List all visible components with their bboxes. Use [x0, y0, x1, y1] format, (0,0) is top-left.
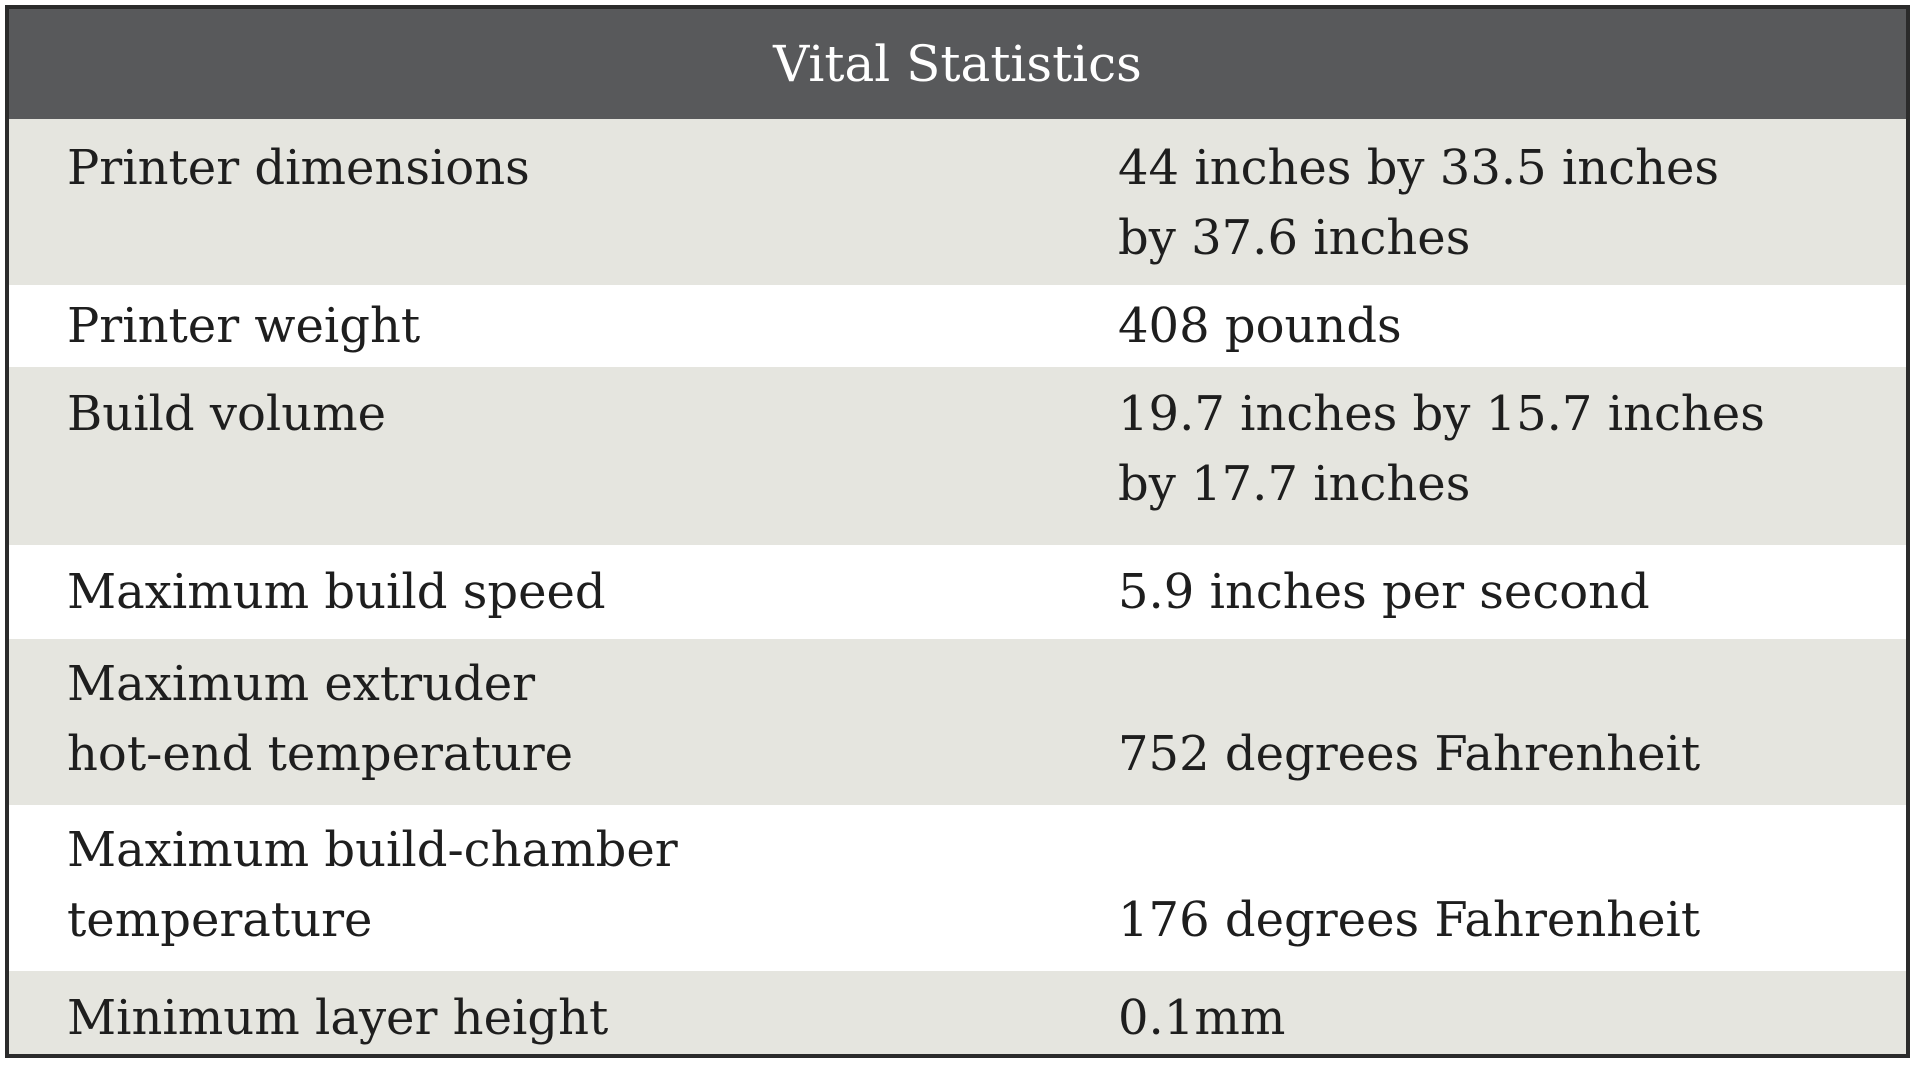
row-label: Maximum build speed: [9, 545, 1118, 639]
row-value: 0.1mm: [1118, 971, 1906, 1054]
row-value: 408 pounds: [1118, 285, 1906, 367]
table-row: Maximum extruder hot-end temperature 752…: [9, 639, 1906, 805]
row-label-line: Maximum extruder: [67, 656, 536, 712]
row-label: Printer dimensions: [9, 119, 1118, 285]
row-label-line: Printer dimensions: [67, 140, 530, 196]
row-value-line: 5.9 inches per second: [1118, 564, 1650, 620]
row-label: Build volume: [9, 367, 1118, 545]
row-label-line: Build volume: [67, 386, 387, 442]
row-value-line: by 17.7 inches: [1118, 456, 1471, 512]
table-row: Build volume 19.7 inches by 15.7 inches …: [9, 367, 1906, 545]
row-value-line: 44 inches by 33.5 inches: [1118, 140, 1720, 196]
row-value: 19.7 inches by 15.7 inches by 17.7 inche…: [1118, 367, 1906, 545]
row-label: Printer weight: [9, 285, 1118, 367]
row-label-line: hot-end temperature: [67, 726, 574, 782]
row-value: 44 inches by 33.5 inches by 37.6 inches: [1118, 119, 1906, 285]
row-value-line: by 37.6 inches: [1118, 210, 1471, 266]
row-value-line: 408 pounds: [1118, 298, 1402, 354]
row-value: 176 degrees Fahrenheit: [1118, 805, 1906, 971]
row-label-line: Maximum build-chamber: [67, 822, 678, 878]
row-label-line: temperature: [67, 892, 373, 948]
row-label: Maximum extruder hot-end temperature: [9, 639, 1118, 805]
row-value-line: 752 degrees Fahrenheit: [1118, 726, 1701, 782]
row-value-line: 19.7 inches by 15.7 inches: [1118, 386, 1765, 442]
row-value: 5.9 inches per second: [1118, 545, 1906, 639]
table-row: Printer dimensions 44 inches by 33.5 inc…: [9, 119, 1906, 285]
table-row: Minimum layer height 0.1mm: [9, 971, 1906, 1054]
row-label-line: Maximum build speed: [67, 564, 606, 620]
table-row: Printer weight 408 pounds: [9, 285, 1906, 367]
table-row: Maximum build-chamber temperature 176 de…: [9, 805, 1906, 971]
table-title: Vital Statistics: [9, 9, 1906, 119]
row-value-line: 176 degrees Fahrenheit: [1118, 892, 1701, 948]
vital-statistics-table: Vital Statistics Printer dimensions 44 i…: [5, 5, 1910, 1058]
row-label-line: Minimum layer height: [67, 990, 609, 1046]
row-label: Minimum layer height: [9, 971, 1118, 1054]
row-label-line: Printer weight: [67, 298, 421, 354]
row-value: 752 degrees Fahrenheit: [1118, 639, 1906, 805]
row-label: Maximum build-chamber temperature: [9, 805, 1118, 971]
row-value-line: 0.1mm: [1118, 990, 1286, 1046]
table-row: Maximum build speed 5.9 inches per secon…: [9, 545, 1906, 639]
statistics-table-body: Printer dimensions 44 inches by 33.5 inc…: [9, 119, 1906, 1054]
